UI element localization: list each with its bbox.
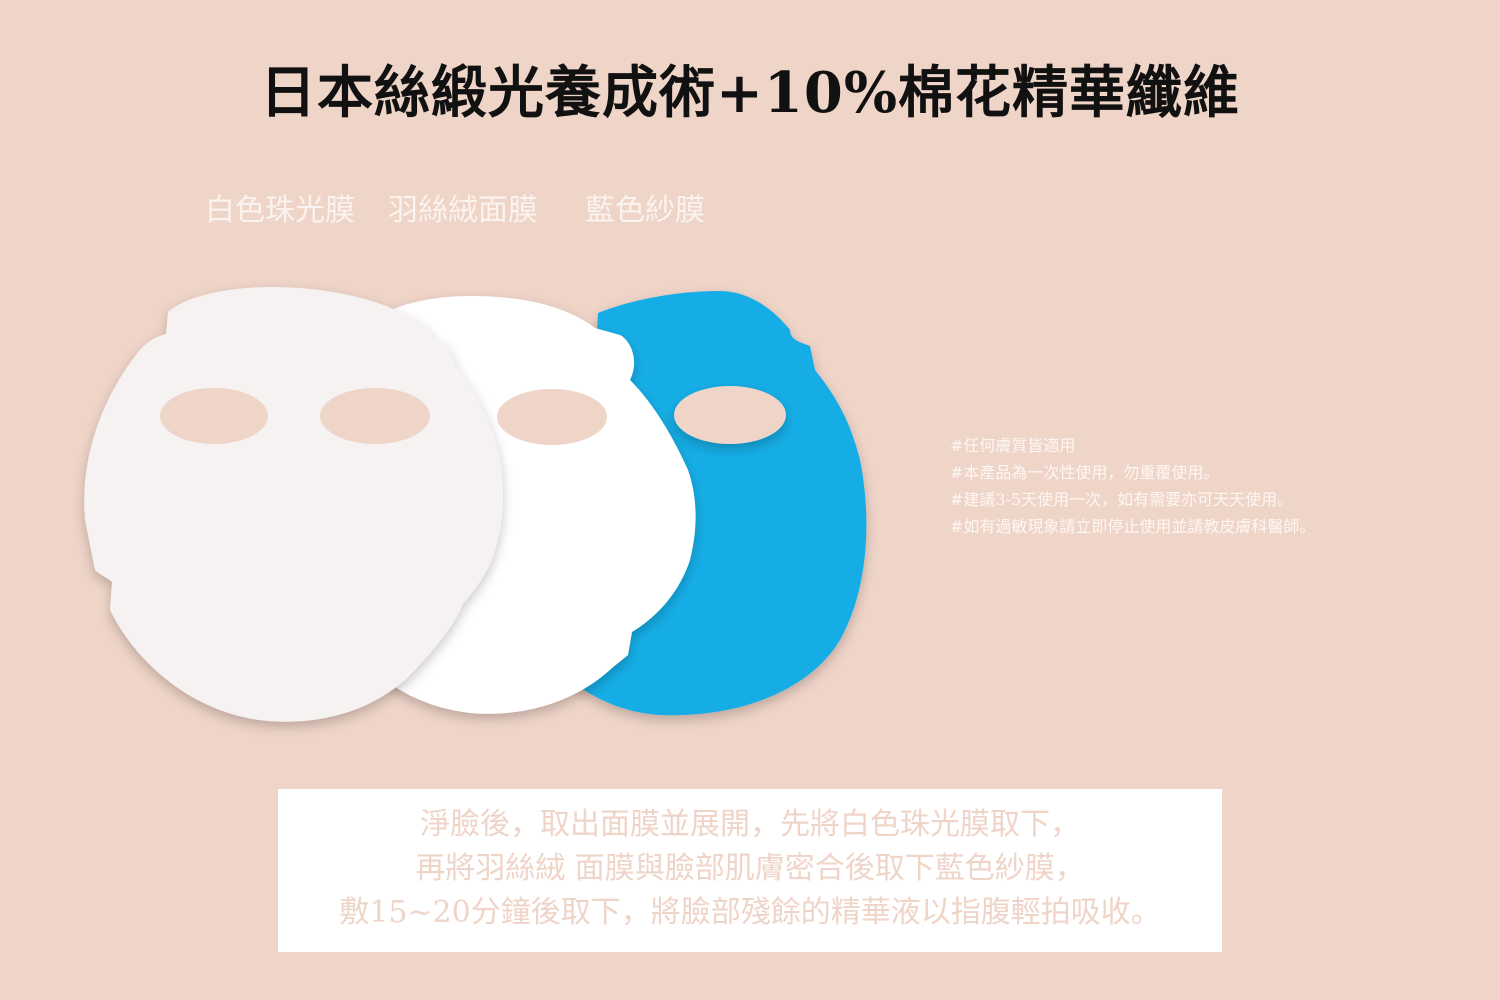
- note-item: #本產品為一次性使用，勿重覆使用。: [950, 463, 1220, 482]
- note-item: #任何膚質皆適用: [950, 436, 1076, 455]
- instruction-line: 淨臉後，取出面膜並展開，先將白色珠光膜取下，: [420, 807, 1080, 842]
- instruction-line: 再將羽絲絨 面膜與臉部肌膚密合後取下藍色紗膜，: [415, 851, 1085, 886]
- instructions-box: 淨臉後，取出面膜並展開，先將白色珠光膜取下， 再將羽絲絨 面膜與臉部肌膚密合後取…: [278, 789, 1222, 952]
- layer-labels: 白色珠光膜 羽絲絨面膜 藍色紗膜: [205, 185, 805, 228]
- pearl-mask-left-eye-hole: [160, 388, 268, 444]
- gauze-mask-eye-hole: [674, 386, 786, 444]
- label-blue-gauze-mask: 藍色紗膜: [585, 193, 705, 228]
- usage-notes: #任何膚質皆適用 #本產品為一次性使用，勿重覆使用。 #建議3-5天使用一次，如…: [950, 432, 1470, 540]
- label-white-pearl-mask: 白色珠光膜: [205, 193, 355, 228]
- velvet-mask-right-eye-hole: [497, 389, 607, 445]
- note-item: #如有過敏現象請立即停止使用並請教皮膚科醫師。: [950, 517, 1316, 536]
- white-pearl-mask: [84, 287, 503, 722]
- pearl-mask-right-eye-hole: [320, 388, 430, 444]
- instruction-line: 敷15~20分鐘後取下，將臉部殘餘的精華液以指腹輕拍吸收。: [339, 895, 1161, 930]
- page-title: 日本絲緞光養成術+10%棉花精華纖維: [259, 60, 1241, 126]
- label-velvet-mask: 羽絲絨面膜: [388, 193, 538, 228]
- note-item: #建議3-5天使用一次，如有需要亦可天天使用。: [950, 490, 1294, 509]
